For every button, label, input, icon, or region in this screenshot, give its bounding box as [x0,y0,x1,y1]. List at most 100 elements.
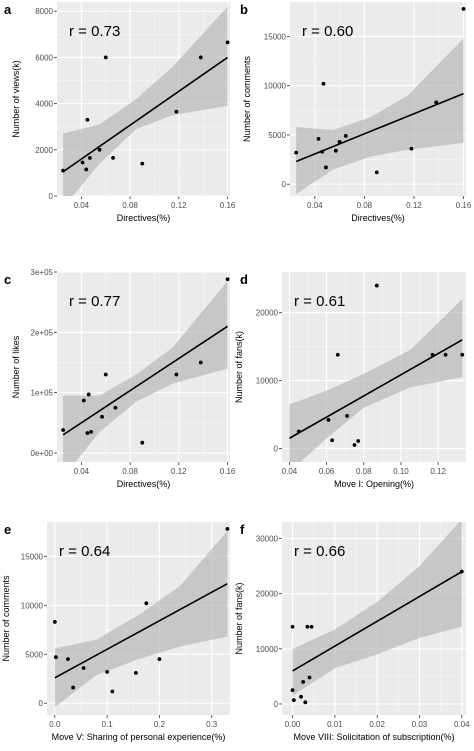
y-tick-label: 0e+00 [31,449,54,458]
y-tick-label: 20000 [256,590,279,599]
correlation-label: r = 0.73 [69,23,120,40]
y-tick-label: 4000 [35,100,53,109]
data-point [174,372,179,377]
data-point [198,55,203,60]
y-tick-label: 10000 [264,82,287,91]
x-axis-title: Move I: Opening(%) [334,479,414,489]
x-axis-title: Directives(%) [117,479,171,489]
y-tick-label: 6000 [35,53,53,62]
x-tick-label: 0.1 [102,720,114,729]
data-point [113,405,118,410]
y-axis-title: Number of comments [1,575,11,662]
y-tick-label: 0 [49,192,54,201]
data-point [84,167,89,172]
y-tick-label: 0 [282,180,287,189]
x-tick-label: 0.02 [369,720,385,729]
x-tick-label: 0.04 [74,467,90,476]
data-point [409,146,414,151]
data-point [461,6,466,11]
data-point [140,440,145,445]
regression-line [292,570,463,672]
panel-a: 0.04 0.08 0.12 0.16 0 2000 4000 6000 8000 r = 0.7… [4,2,236,223]
data-point [144,601,149,606]
panel-e: 0.0 0.1 0.2 0.3 0 5000 10000 15000 r = 0.64 Move … [1,522,230,742]
x-tick-label: 0.03 [412,720,428,729]
y-tick-label: 8000 [35,7,53,16]
regression-line [62,56,229,173]
data-point [290,688,295,693]
data-point [100,414,104,419]
data-point [326,418,331,422]
x-tick-label: 0.0 [49,720,61,729]
y-tick-label: 10000 [256,645,279,654]
data-point [61,168,65,173]
data-point [296,429,301,434]
data-point [85,431,90,435]
correlation-label: r = 0.77 [69,293,120,310]
data-point [343,134,348,138]
data-point [89,429,94,434]
y-tick-label: 5000 [268,131,286,140]
data-point [52,620,57,624]
data-point [80,160,85,165]
data-point [103,55,108,60]
panel-letter: e [4,522,11,537]
data-point [345,413,349,418]
x-tick-label: 0.08 [122,467,138,476]
plot-marks [290,522,464,705]
data-point [356,439,361,443]
data-point [140,161,145,166]
data-point [157,657,162,662]
x-axis-title: Directives(%) [351,213,405,223]
x-tick-label: 0.06 [319,467,335,476]
data-point [103,372,108,377]
y-tick-label: 3e+05 [31,268,54,277]
data-point [335,352,340,357]
plot-marks [289,283,465,462]
x-tick-label: 0.12 [171,467,187,476]
y-tick-label: 30000 [256,535,279,544]
data-point [110,689,115,694]
data-point [352,443,357,447]
confidence-band [289,299,463,462]
data-point [337,139,342,144]
plot-marks [294,6,466,195]
panel-letter: d [240,272,248,287]
panel-b: 0.04 0.08 0.12 0.16 0 5000 10000 15000 r = 0.60 D… [240,2,472,223]
data-point [291,698,296,703]
x-tick-label: 0.08 [357,201,373,210]
data-point [85,117,90,122]
panel-letter: f [240,522,245,537]
y-tick-label: 15000 [264,32,287,41]
y-tick-label: 10000 [256,377,279,386]
data-point [290,624,295,629]
panel-c: 0.04 0.08 0.12 0.16 0e+00 1e+05 2e+05 3e+05 r = … [4,268,236,489]
panel-letter: b [240,2,248,17]
y-axis-title: Number of views(k) [11,60,21,138]
x-tick-label: 0.04 [307,201,323,210]
data-point [71,685,76,690]
panel-d: 0.04 0.06 0.08 0.10 0.12 0 10000 20000 r = 0.61 M… [234,272,466,489]
data-point [320,149,325,154]
data-point [66,657,70,662]
data-point [299,694,303,699]
x-tick-label: 0.04 [282,467,298,476]
x-tick-label: 0.10 [393,467,409,476]
panel-f: 0.00 0.01 0.02 0.03 0.04 0 10000 20000 30000 r = … [234,522,470,742]
y-tick-label: 0 [39,699,44,708]
y-tick-label: 10000 [21,601,44,610]
data-point [97,147,102,152]
x-tick-label: 0.01 [327,720,343,729]
y-tick-label: 15000 [21,552,44,561]
data-point [430,352,435,357]
data-point [87,155,92,160]
panel-letter: a [4,2,12,17]
data-point [198,360,203,365]
x-tick-label: 0.04 [74,201,90,210]
y-tick-label: 0 [274,700,279,709]
x-tick-label: 0.3 [206,720,218,729]
correlation-label: r = 0.66 [294,543,345,560]
data-point [225,40,230,45]
data-point [225,526,230,531]
y-axis-title: Number of fans(k) [234,331,244,403]
